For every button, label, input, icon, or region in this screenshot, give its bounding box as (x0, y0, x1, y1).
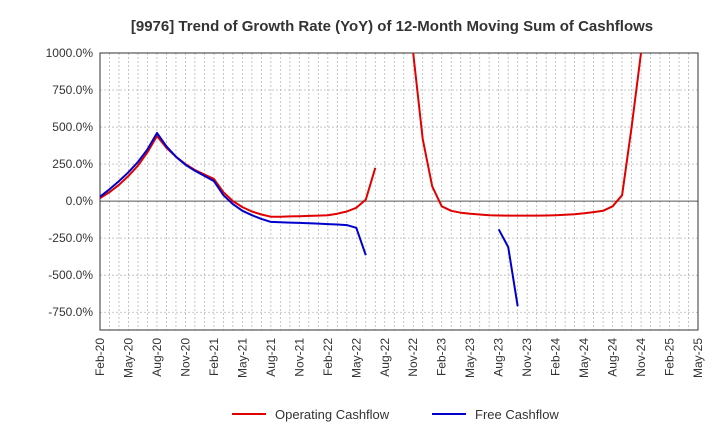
x-tick-label: Feb-23 (435, 338, 449, 376)
series-lines (100, 53, 642, 307)
y-tick-label: 1000.0% (46, 46, 94, 60)
x-tick-label: Feb-24 (549, 338, 563, 376)
x-tick-label: Aug-20 (150, 338, 164, 377)
series-line (497, 228, 519, 307)
x-tick-label: Feb-20 (93, 338, 107, 376)
series-line (412, 53, 642, 217)
legend: Operating Cashflow Free Cashflow (232, 407, 559, 422)
legend-label-operating-cashflow: Operating Cashflow (275, 407, 390, 422)
x-tick-label: May-25 (691, 338, 705, 378)
x-tick-label: May-20 (121, 338, 135, 378)
x-tick-label: Feb-25 (663, 338, 677, 376)
y-tick-label: 0.0% (66, 194, 94, 208)
x-tick-label: Nov-24 (634, 338, 648, 377)
x-tick-label: Nov-22 (406, 338, 420, 377)
x-tick-label: Feb-21 (207, 338, 221, 376)
y-axis: 1000.0% 750.0% 500.0% 250.0% 0.0% -250.0% -500… (46, 46, 94, 319)
plot-area (99, 52, 699, 331)
y-tick-label: -500.0% (48, 268, 93, 282)
x-tick-label: May-21 (235, 338, 249, 378)
series-free-cashflow (100, 132, 519, 307)
x-tick-label: Feb-22 (321, 338, 335, 376)
x-tick-label: May-24 (577, 338, 591, 378)
x-tick-label: Nov-20 (178, 338, 192, 377)
y-tick-label: 250.0% (52, 157, 93, 171)
y-tick-label: 500.0% (52, 120, 93, 134)
x-tick-label: Aug-23 (492, 338, 506, 377)
y-tick-label: 750.0% (52, 83, 93, 97)
x-tick-label: May-23 (463, 338, 477, 378)
x-axis: Feb-20 May-20 Aug-20 Nov-20 Feb-21 May-21 Aug-… (93, 338, 705, 378)
x-tick-label: Aug-24 (606, 338, 620, 377)
series-operating-cashflow (100, 53, 642, 218)
legend-label-free-cashflow: Free Cashflow (475, 407, 559, 422)
y-tick-label: -750.0% (48, 305, 93, 319)
x-tick-label: May-22 (349, 338, 363, 378)
grid (100, 52, 698, 330)
series-line (100, 132, 367, 256)
x-tick-label: Aug-21 (264, 338, 278, 377)
x-tick-label: Aug-22 (378, 338, 392, 377)
series-line (100, 135, 377, 218)
y-tick-label: -250.0% (48, 231, 93, 245)
chart-title: [9976] Trend of Growth Rate (YoY) of 12-… (131, 18, 653, 35)
x-tick-label: Nov-21 (292, 338, 306, 377)
x-tick-label: Nov-23 (520, 338, 534, 377)
